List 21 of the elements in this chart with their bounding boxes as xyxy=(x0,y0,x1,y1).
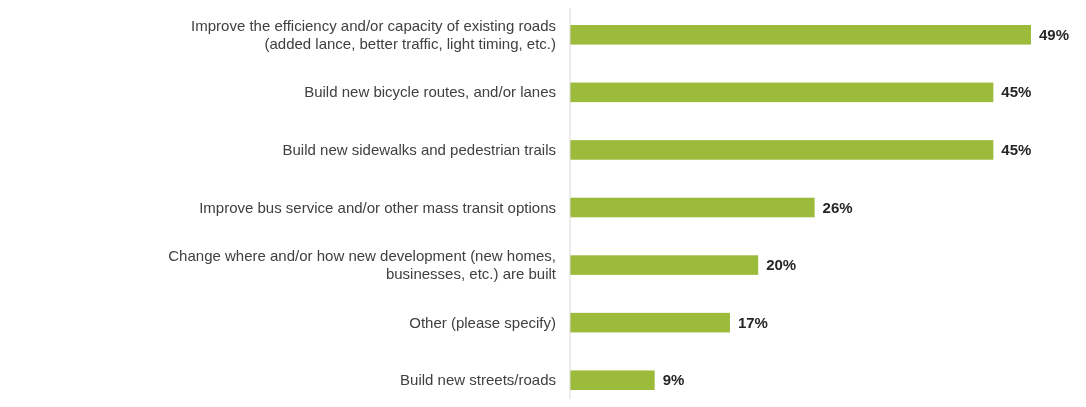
y-tick-label: Other (please specify) xyxy=(409,313,556,331)
data-label: 17% xyxy=(737,313,768,331)
bar xyxy=(570,82,994,103)
data-label: 26% xyxy=(822,198,853,216)
bar xyxy=(570,255,759,275)
y-tick-label: Build new bicycle routes, and/or lanes xyxy=(304,83,556,101)
data-label: 20% xyxy=(766,256,797,274)
bar xyxy=(570,25,1031,45)
y-tick-label: Improve the efficiency and/or capacity of existing roads (added lance, better traffic, light timing, etc.) xyxy=(191,16,556,52)
bar xyxy=(570,312,730,333)
data-label: 45% xyxy=(1001,140,1032,158)
bar xyxy=(570,140,994,160)
data-label: 45% xyxy=(1001,83,1032,101)
data-label: 49% xyxy=(1039,25,1070,43)
bar xyxy=(570,370,655,390)
y-tick-label: Build new streets/roads xyxy=(400,371,556,389)
bar xyxy=(570,197,815,218)
y-tick-label: Build new sidewalks and pedestrian trails xyxy=(282,140,556,158)
y-tick-label: Change where and/or how new development (new homes, businesses, etc.) are built xyxy=(168,247,557,283)
data-label: 9% xyxy=(662,371,685,389)
y-tick-label: Improve bus service and/or other mass transit options xyxy=(199,198,556,216)
